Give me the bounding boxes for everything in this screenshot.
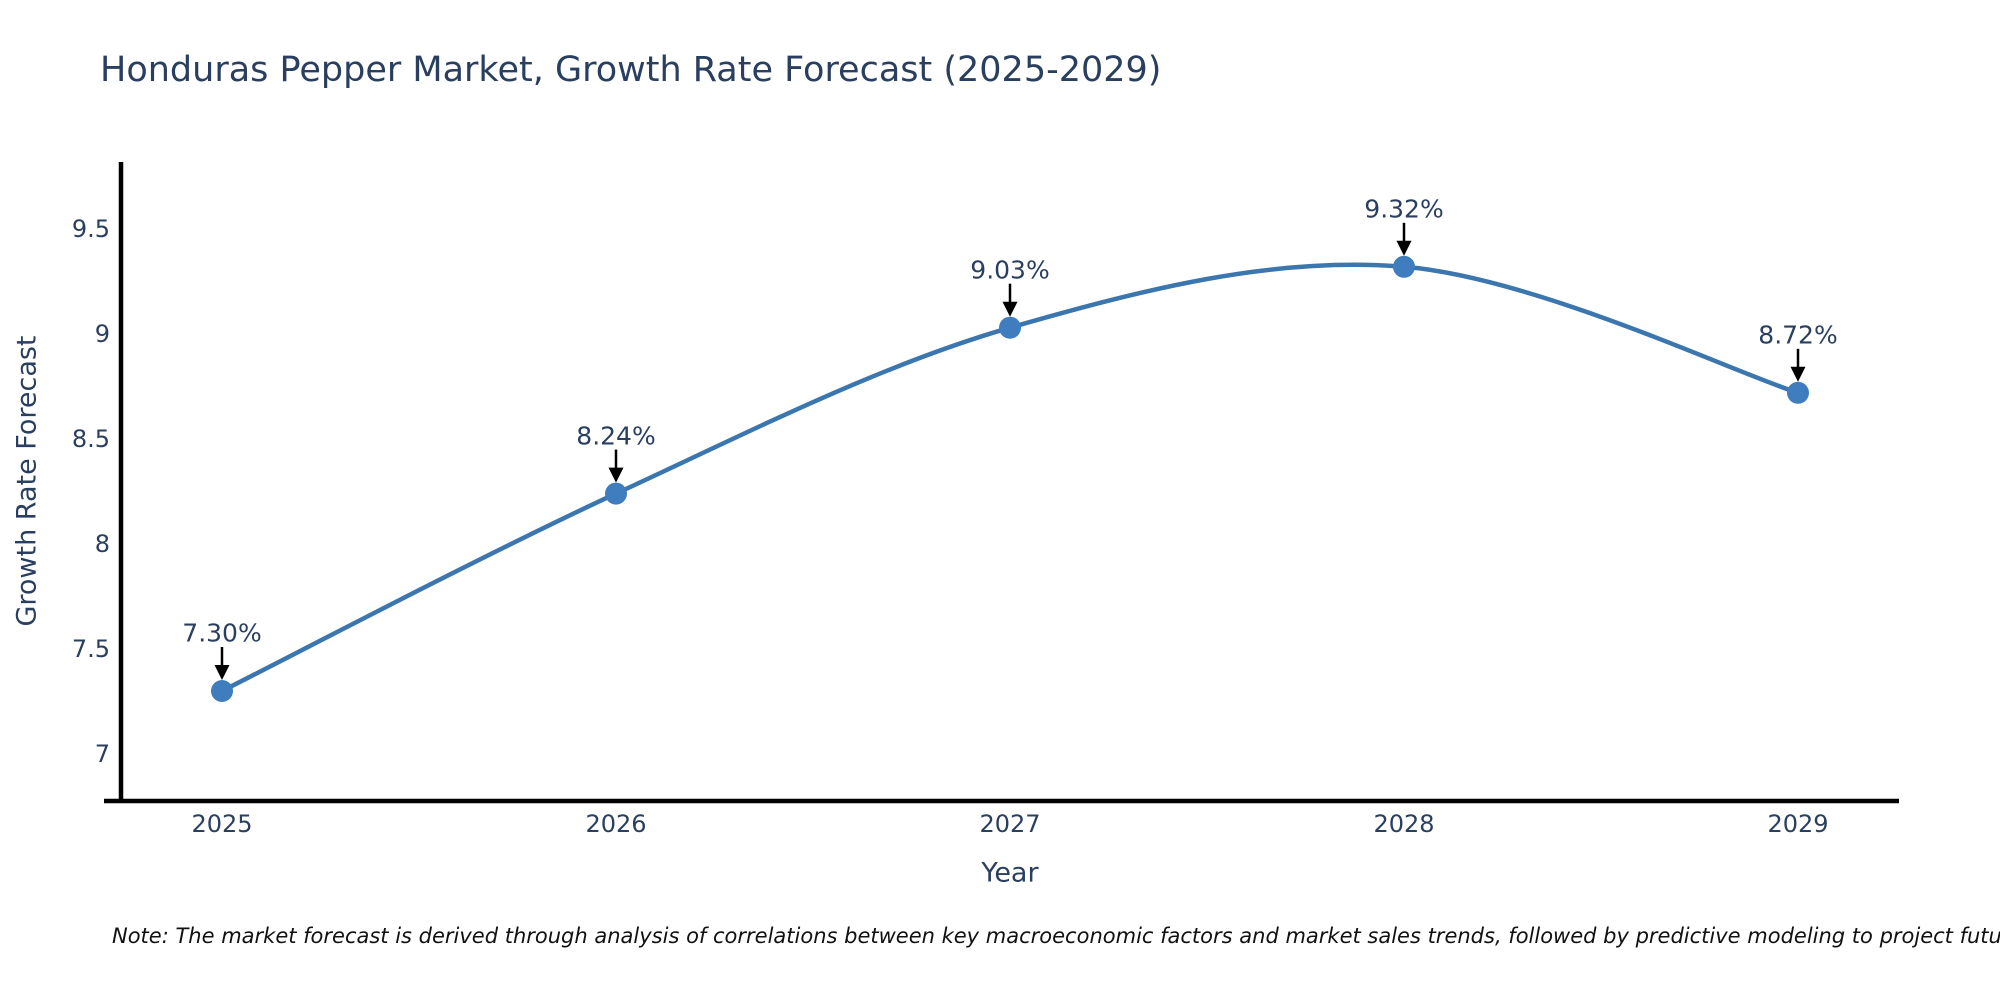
x-tick-label: 2029 (1767, 810, 1829, 838)
point-value-label: 8.24% (576, 421, 656, 451)
x-tick-label: 2025 (191, 810, 253, 838)
y-axis-title: Growth Rate Forecast (11, 335, 43, 627)
annotation-arrow-head (214, 665, 230, 680)
point-value-label: 9.03% (970, 255, 1050, 285)
annotation-arrow-head (1790, 366, 1806, 382)
data-point-marker (999, 316, 1021, 339)
footnote: Note: The market forecast is derived thr… (112, 924, 2000, 948)
y-tick-label: 7 (94, 740, 110, 768)
point-value-label: 9.32% (1364, 194, 1444, 224)
annotation-arrow-head (1002, 301, 1018, 317)
y-tick-label: 9.5 (71, 215, 110, 243)
point-value-label: 8.72% (1758, 320, 1838, 350)
data-point-marker (1787, 381, 1809, 404)
x-tick-label: 2027 (979, 810, 1041, 838)
y-tick-label: 8 (94, 530, 110, 558)
x-axis-title: Year (981, 857, 1039, 889)
x-tick-label: 2028 (1373, 810, 1435, 838)
chart-title: Honduras Pepper Market, Growth Rate Fore… (100, 50, 1162, 90)
annotation-arrow-head (608, 467, 624, 483)
data-point-marker (211, 680, 233, 702)
data-point-marker (605, 482, 627, 505)
y-tick-label: 8.5 (71, 425, 110, 453)
x-tick-label: 2026 (585, 810, 647, 838)
y-tick-label: 7.5 (71, 635, 110, 663)
y-tick-label: 9 (94, 320, 110, 348)
data-point-marker (1393, 255, 1415, 278)
annotation-arrow-head (1396, 240, 1412, 256)
point-value-label: 7.30% (182, 618, 262, 648)
